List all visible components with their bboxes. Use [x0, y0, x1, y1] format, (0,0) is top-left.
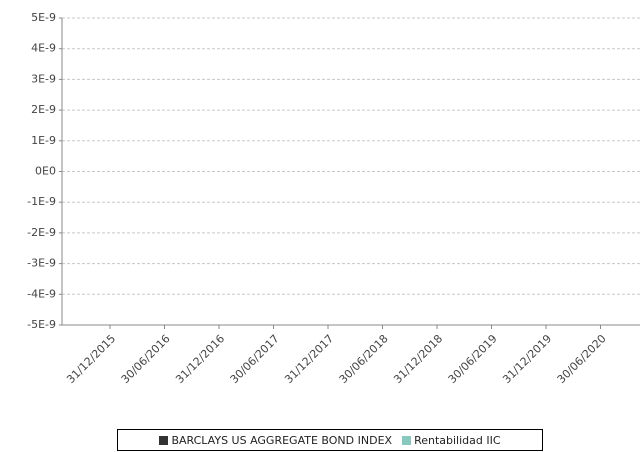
- y-tick-label: 1E-9: [31, 134, 56, 147]
- y-tick-label: -2E-9: [27, 226, 56, 239]
- legend-label: BARCLAYS US AGGREGATE BOND INDEX: [171, 433, 393, 447]
- y-tick-label: 0E0: [35, 165, 56, 178]
- x-tick-label: 30/06/2016: [119, 332, 173, 386]
- legend-swatch: [402, 435, 412, 445]
- legend: BARCLAYS US AGGREGATE BOND INDEX Rentabil…: [117, 429, 543, 451]
- x-tick-label: 31/12/2015: [64, 332, 118, 386]
- y-tick-label: 4E-9: [31, 42, 56, 55]
- legend-item: Rentabilidad IIC: [402, 433, 501, 447]
- y-tick-label: -5E-9: [27, 318, 56, 331]
- x-tick-label: 30/06/2020: [555, 332, 609, 386]
- y-tick-label: 3E-9: [31, 72, 56, 85]
- y-tick-label: -1E-9: [27, 195, 56, 208]
- x-tick-label: 30/06/2018: [337, 332, 391, 386]
- x-tick-label: 31/12/2017: [282, 332, 336, 386]
- x-tick-label: 31/12/2019: [500, 332, 554, 386]
- y-tick-label: 2E-9: [31, 103, 56, 116]
- x-tick-label: 30/06/2019: [446, 332, 500, 386]
- y-tick-label: -4E-9: [27, 287, 56, 300]
- legend-swatch: [159, 435, 169, 445]
- y-tick-label: 5E-9: [31, 11, 56, 24]
- x-tick-label: 31/12/2018: [391, 332, 445, 386]
- x-tick-label: 30/06/2017: [228, 332, 282, 386]
- y-tick-label: -3E-9: [27, 257, 56, 270]
- legend-label: Rentabilidad IIC: [414, 433, 501, 447]
- x-tick-label: 31/12/2016: [173, 332, 227, 386]
- legend-item: BARCLAYS US AGGREGATE BOND INDEX: [159, 434, 392, 447]
